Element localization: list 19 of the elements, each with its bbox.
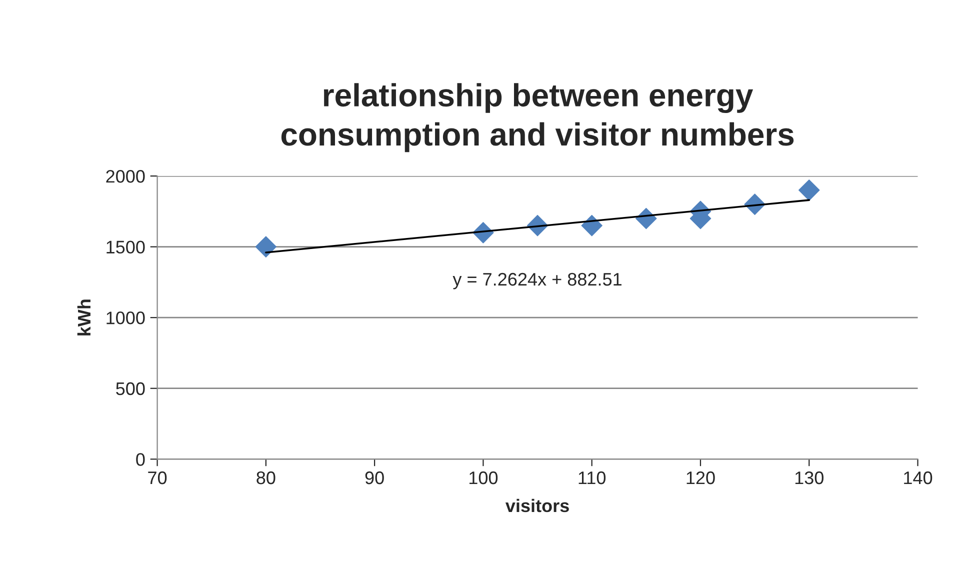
y-tick-label: 0 [136,453,145,466]
x-tick-label: 80 [256,471,276,484]
point [255,236,277,258]
x-tick-label: 110 [578,471,606,484]
x-tick-label: 140 [904,471,932,484]
x-tick-label: 120 [686,471,715,484]
x-axis-title: visitors [505,498,569,512]
y-tick-label: 1500 [106,240,145,254]
annotation: y = 7.2624x + 882.51 [452,272,622,290]
y-tick-label: 2000 [106,170,145,183]
x-tick-label: 70 [148,471,167,484]
y-tick-label: 500 [116,382,145,396]
point [798,180,820,201]
chart-title: relationship between energy consumption and visitor numbers [281,83,794,152]
x-tick-label: 90 [365,471,384,484]
x-tick-label: 130 [795,471,824,484]
x-tick-label: 100 [470,471,498,484]
y-axis-title: kWh [77,300,90,336]
y-tick-label: 1000 [106,312,145,324]
